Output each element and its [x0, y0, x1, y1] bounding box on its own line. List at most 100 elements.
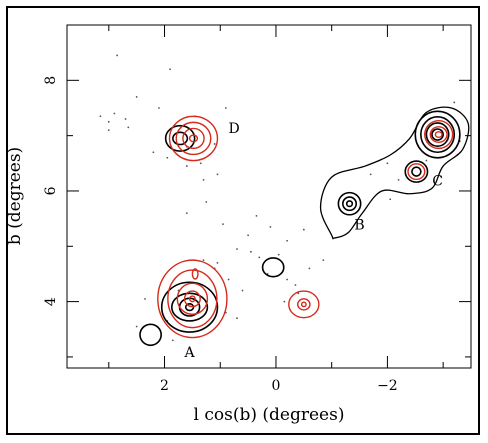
red-contour	[176, 282, 209, 316]
data-point	[171, 339, 174, 342]
red-contour	[300, 301, 307, 308]
data-point	[277, 253, 280, 256]
red-contour	[188, 134, 199, 143]
y-axis-label: b (degrees)	[5, 147, 25, 245]
data-point	[286, 239, 289, 242]
x-tick-label: 2	[160, 378, 169, 394]
data-point	[302, 228, 305, 231]
point-layer	[99, 54, 461, 342]
data-point	[247, 234, 250, 237]
data-point	[152, 151, 155, 154]
region-label-a: A	[184, 345, 196, 361]
black-contour	[420, 116, 456, 154]
black-contour	[337, 191, 362, 216]
data-point	[308, 267, 311, 270]
red-contour	[175, 121, 212, 156]
black-contour	[261, 257, 285, 278]
black-contour	[431, 128, 444, 141]
data-point	[185, 165, 188, 167]
data-point	[322, 259, 325, 262]
data-point	[294, 284, 297, 286]
black-contour	[172, 131, 189, 146]
red-contour	[424, 120, 454, 150]
y-tick-label: 4	[43, 297, 59, 306]
data-point	[166, 156, 169, 159]
red-contour	[188, 295, 196, 303]
contour-layer	[139, 106, 470, 347]
tick-layer: 2 0 −2 4 6 8	[43, 25, 471, 394]
data-point	[286, 278, 289, 281]
data-point	[425, 159, 428, 162]
data-point	[116, 54, 119, 57]
data-point	[249, 250, 252, 253]
x-tick-label: −2	[377, 378, 398, 394]
data-point	[222, 223, 224, 226]
black-contour	[425, 122, 450, 147]
data-point	[185, 212, 188, 214]
red-contour	[288, 290, 320, 319]
data-point	[202, 259, 205, 262]
data-point	[107, 120, 110, 123]
data-point	[216, 261, 219, 264]
red-contour	[168, 115, 219, 162]
contour-envelope-bc	[319, 106, 470, 240]
data-point	[369, 173, 372, 176]
region-label-d: D	[229, 121, 240, 137]
data-point	[236, 317, 238, 320]
data-point	[283, 300, 286, 303]
data-point	[202, 179, 205, 181]
red-contour	[407, 163, 426, 181]
data-point	[124, 118, 127, 120]
data-point	[99, 115, 102, 118]
black-contour	[414, 110, 461, 159]
data-point	[213, 143, 216, 145]
y-tick-label: 6	[43, 186, 59, 195]
data-point	[227, 278, 230, 281]
red-contour	[191, 268, 199, 280]
black-contour	[139, 323, 162, 347]
data-point	[255, 214, 258, 217]
data-point	[135, 96, 138, 98]
data-point	[224, 107, 227, 109]
data-point	[236, 248, 238, 250]
x-axis-label: l cos(b) (degrees)	[194, 405, 345, 425]
red-contour	[434, 131, 443, 139]
region-label-b: B	[354, 218, 364, 234]
data-point	[389, 198, 392, 201]
data-point	[127, 126, 130, 129]
black-contour	[345, 200, 354, 208]
red-contour	[182, 127, 205, 150]
data-point	[199, 162, 202, 165]
data-point	[158, 107, 160, 109]
red-contour	[157, 259, 228, 339]
data-point	[453, 101, 456, 104]
data-point	[216, 173, 219, 176]
red-contour	[183, 290, 201, 308]
black-contour	[164, 124, 196, 152]
x-tick-label: 0	[272, 378, 281, 394]
data-point	[135, 325, 138, 328]
data-point	[205, 201, 208, 203]
data-point	[113, 112, 116, 115]
black-contour	[342, 196, 358, 212]
red-contour	[429, 126, 448, 143]
data-point	[258, 256, 261, 259]
region-label-c: C	[432, 173, 443, 189]
data-point	[144, 297, 146, 300]
black-contour	[160, 281, 219, 333]
data-point	[397, 179, 400, 181]
region-label-layer: A B C D	[184, 121, 443, 361]
black-contour	[404, 160, 429, 183]
red-contour	[296, 298, 311, 311]
y-tick-label: 8	[43, 76, 59, 85]
plot-area-frame	[66, 24, 472, 369]
black-contour	[411, 166, 422, 177]
figure-frame	[6, 6, 480, 435]
data-point	[269, 226, 272, 228]
data-point	[107, 129, 110, 132]
data-point	[169, 68, 171, 71]
data-point	[241, 289, 244, 292]
black-contour	[170, 292, 209, 322]
data-point	[386, 162, 389, 165]
